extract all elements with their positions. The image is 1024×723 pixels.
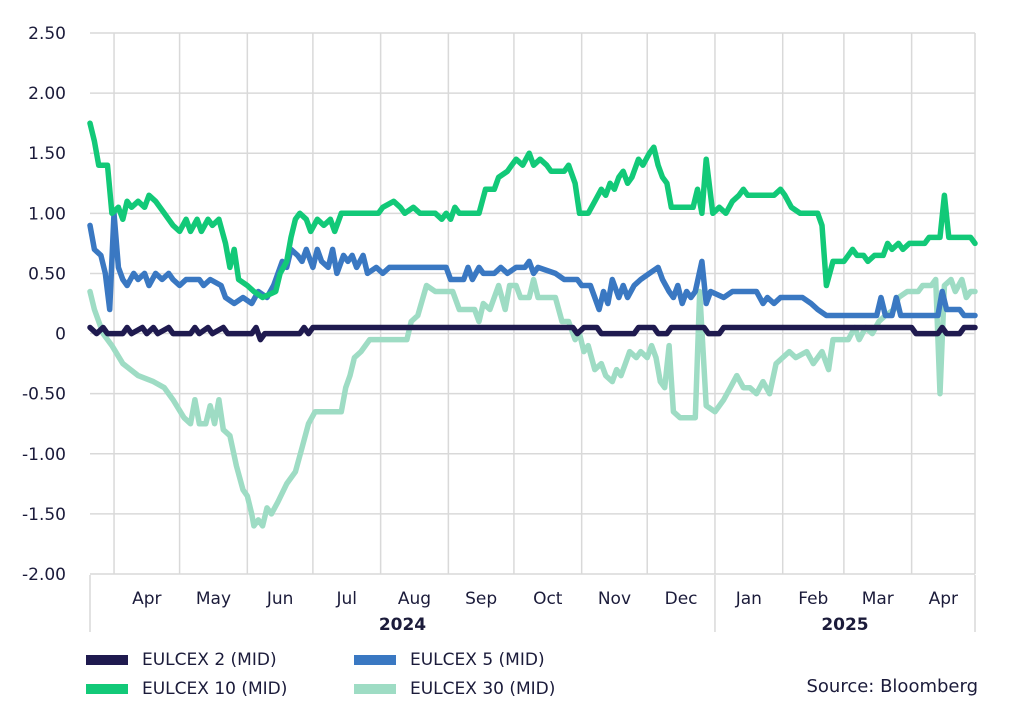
- series-line-eulcex-2-mid: [87, 324, 978, 343]
- y-tick-label: 2.50: [28, 24, 66, 44]
- y-tick-label: -0.50: [22, 385, 66, 405]
- x-tick-label: Nov: [598, 589, 631, 609]
- x-tick-label: Apr: [132, 589, 161, 609]
- y-axis-tick-labels: 2.50 2.00 1.50 1.00 0.50 0 -0.50 -1.00 -1.50 -2.0…: [22, 24, 66, 585]
- y-tick-label: -2.00: [22, 565, 66, 585]
- legend-swatch: [354, 684, 396, 694]
- legend-label: EULCEX 2 (MID): [142, 650, 277, 670]
- x-tick-label: Jan: [735, 589, 762, 609]
- legend-item-eulcex-2: EULCEX 2 (MID): [86, 650, 277, 670]
- x-tick-label: Mar: [862, 589, 894, 609]
- series-line-eulcex-10-mid: [87, 120, 978, 301]
- year-label: 2025: [821, 615, 868, 635]
- x-tick-label: Dec: [665, 589, 698, 609]
- x-tick-label: Jun: [266, 589, 294, 609]
- y-tick-label: -1.50: [22, 505, 66, 525]
- x-tick-label: Jul: [336, 589, 358, 609]
- series-line-eulcex-30-mid: [87, 276, 978, 529]
- x-tick-label: Sep: [465, 589, 497, 609]
- x-tick-label: Apr: [929, 589, 958, 609]
- source-note: Source: Bloomberg: [806, 676, 978, 697]
- y-tick-label: -1.00: [22, 445, 66, 465]
- y-tick-label: 0: [55, 325, 66, 345]
- legend-item-eulcex-5: EULCEX 5 (MID): [354, 650, 545, 670]
- series-lines: [87, 120, 978, 529]
- x-tick-label: Aug: [398, 589, 431, 609]
- grid: [89, 32, 976, 632]
- y-tick-label: 0.50: [28, 264, 66, 284]
- x-tick-label: May: [196, 589, 231, 609]
- legend: EULCEX 2 (MID) EULCEX 5 (MID) EULCEX 10 …: [86, 646, 606, 706]
- x-axis-tick-labels: Apr May Jun Jul Aug Sep Oct Nov Dec Jan Feb Mar Apr 2…: [132, 589, 958, 635]
- series-line-eulcex-5-mid: [87, 210, 978, 319]
- legend-swatch: [354, 655, 396, 665]
- y-tick-label: 1.00: [28, 204, 66, 224]
- legend-label: EULCEX 30 (MID): [410, 679, 556, 699]
- legend-item-eulcex-30: EULCEX 30 (MID): [354, 679, 555, 699]
- year-label: 2024: [379, 615, 426, 635]
- legend-label: EULCEX 10 (MID): [142, 679, 288, 699]
- x-tick-label: Feb: [798, 589, 828, 609]
- y-tick-label: 1.50: [28, 144, 66, 164]
- x-tick-label: Oct: [533, 589, 563, 609]
- y-tick-label: 2.00: [28, 84, 66, 104]
- legend-label: EULCEX 5 (MID): [410, 650, 545, 670]
- legend-item-eulcex-10: EULCEX 10 (MID): [86, 679, 287, 699]
- legend-swatch: [86, 655, 128, 665]
- legend-swatch: [86, 684, 128, 694]
